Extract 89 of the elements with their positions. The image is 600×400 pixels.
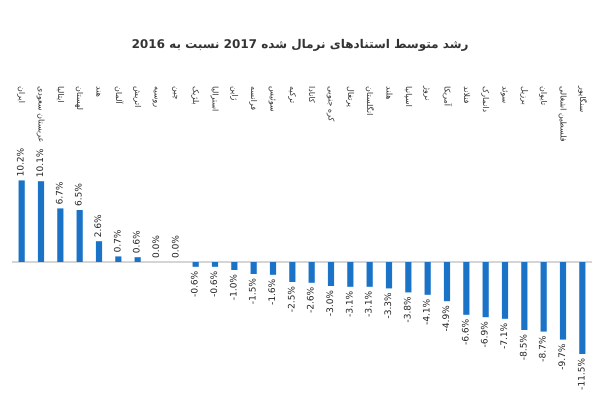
data-label: 0.0% [152, 234, 162, 258]
bar [289, 262, 296, 282]
data-label: 10.1% [36, 148, 46, 178]
x-tick-label: آمریکا [442, 86, 452, 107]
bar [347, 262, 354, 287]
data-label: -3.0% [326, 290, 336, 316]
x-tick-label: اسپانیا [404, 86, 413, 107]
data-label: -8.7% [538, 335, 549, 362]
bar [212, 262, 218, 267]
data-label: 6.7% [55, 181, 66, 204]
x-tick-label: انگلستان [365, 86, 376, 116]
data-label: -2.5% [287, 286, 298, 312]
x-tick-label: ترکیه [288, 86, 297, 104]
bar [424, 262, 431, 295]
x-tick-label: آلمان [114, 86, 124, 104]
bar [192, 262, 199, 267]
bar [502, 262, 508, 319]
data-label: -2.6% [306, 286, 317, 313]
data-label: -3.8% [403, 296, 414, 323]
data-label: -0.6% [190, 270, 201, 297]
x-tick-label: روسیه [152, 86, 162, 108]
bar [540, 262, 547, 332]
x-tick-label: دانمارک [481, 86, 490, 113]
x-tick-label: تایوان [539, 86, 548, 106]
data-label: -9.7% [558, 343, 568, 370]
data-label: 6.5% [74, 182, 85, 206]
data-label: -3.1% [345, 290, 356, 317]
bar [579, 262, 586, 354]
x-tick-label: هلند [384, 86, 394, 100]
data-label: -3.3% [384, 292, 394, 319]
data-label: -7.1% [500, 322, 510, 349]
x-tick-label: لهستان [75, 86, 84, 110]
x-tick-label: فنلاند [462, 86, 471, 104]
data-label: 0.0% [171, 234, 182, 258]
bar [18, 180, 25, 262]
x-tick-label: سوئیس [268, 86, 278, 112]
data-label: -1.6% [268, 278, 278, 305]
data-label: -1.5% [248, 278, 259, 304]
data-label: -4.9% [442, 304, 452, 332]
x-tick-label: برزیل [520, 86, 529, 105]
bar [96, 241, 102, 262]
data-label: -6.9% [480, 320, 491, 348]
x-tick-label: ژاپن [230, 86, 239, 101]
x-tick-label: بلژیک [191, 86, 200, 105]
x-tick-label: کره جنوبی [326, 86, 336, 122]
bar [444, 262, 450, 302]
data-label: 0.7% [113, 229, 124, 252]
x-tick-label: عربستان سعودی [36, 86, 46, 142]
bar [57, 208, 64, 262]
x-tick-label: پرتغال [346, 86, 355, 107]
data-label: 2.6% [94, 214, 104, 238]
bar [482, 262, 489, 318]
bar [38, 181, 44, 262]
bar [386, 262, 392, 288]
bar [463, 262, 470, 315]
data-label: -0.6% [210, 270, 220, 297]
x-tick-label: استرالیا [210, 86, 220, 112]
x-tick-label: چین [172, 86, 181, 100]
x-tick-label: اتریش [133, 86, 142, 108]
bar [270, 262, 276, 275]
data-label: -3.1% [364, 290, 375, 317]
bar [366, 262, 373, 287]
chart-title: رشد متوسط استنادهای نرمال شده 2017 نسبت به 2016 [132, 37, 468, 51]
bar [521, 262, 528, 330]
x-tick-label: هند [94, 86, 104, 97]
data-label: -1.0% [229, 274, 240, 300]
x-tick-label: ایتالیا [56, 86, 65, 103]
data-label: -8.5% [519, 334, 530, 360]
bar [250, 262, 257, 274]
x-tick-label: سنگاپور [578, 85, 588, 112]
data-label: 10.2% [16, 147, 27, 176]
bar [115, 256, 122, 262]
bar [328, 262, 334, 286]
x-tick-label: کانادا [307, 86, 316, 103]
x-tick-label: سوئد [500, 86, 510, 104]
x-tick-label: ایران [17, 86, 26, 103]
bar [76, 210, 83, 262]
data-label: -11.5% [577, 358, 588, 390]
x-tick-label: فلسطین اشغالی [558, 86, 568, 142]
data-label: 0.6% [132, 230, 143, 254]
x-tick-label: نروژ [423, 85, 432, 100]
x-tick-label: فرانسه [249, 86, 258, 110]
data-label: -4.1% [422, 298, 433, 325]
bar [405, 262, 412, 292]
bar [308, 262, 315, 283]
bar [560, 262, 566, 340]
bar [134, 257, 141, 262]
bar [231, 262, 238, 270]
data-label: -6.6% [461, 318, 472, 345]
